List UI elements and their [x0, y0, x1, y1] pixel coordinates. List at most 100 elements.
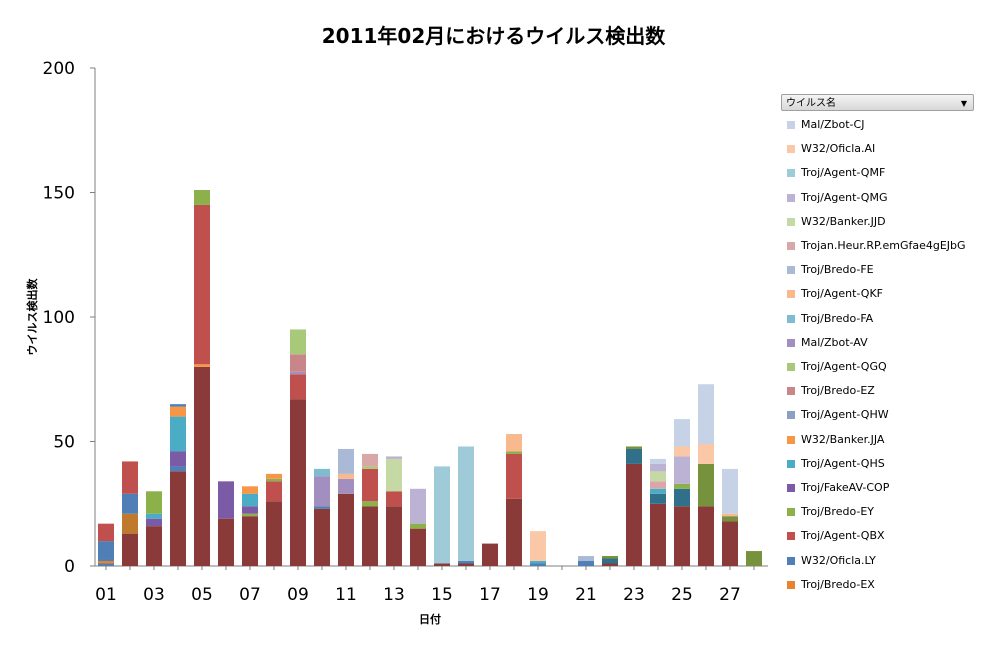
bar-segment: [266, 481, 282, 502]
legend-item: Troj/Agent-QHS: [787, 457, 885, 473]
bar-segment: [194, 204, 210, 365]
legend-item: Trojan.Heur.RP.emGfae4gEJbG: [787, 239, 966, 255]
bar-segment: [146, 518, 162, 527]
bar-segment: [122, 461, 138, 494]
bar-segment: [506, 498, 522, 566]
bar-segment: [650, 471, 666, 482]
bar-segment: [146, 513, 162, 519]
bar-segment: [674, 488, 690, 507]
legend-swatch: [787, 242, 795, 250]
legend-item: Troj/Bredo-FE: [787, 263, 874, 279]
bar-segment: [530, 563, 546, 566]
bar-segment: [650, 481, 666, 489]
bar-segment: [314, 476, 330, 507]
x-tick-label: 23: [623, 585, 645, 605]
bar-segment: [122, 513, 138, 534]
bar-segment: [698, 443, 714, 464]
bar-segment: [410, 528, 426, 566]
legend-swatch: [787, 290, 795, 299]
legend-label: Troj/Agent-QMG: [801, 190, 888, 204]
bar-segment: [290, 354, 306, 372]
bar-segment: [602, 558, 618, 564]
legend-swatch: [787, 217, 795, 226]
legend-swatch: [787, 145, 795, 154]
bar-segment: [674, 506, 690, 566]
bar-segment: [506, 451, 522, 454]
bar-segment: [482, 543, 498, 566]
legend-label: Troj/FakeAV-COP: [801, 481, 890, 494]
bar-segment: [362, 506, 378, 566]
legend-swatch: [787, 484, 795, 492]
legend-label: Troj/Agent-QGQ: [801, 360, 887, 373]
bar-segment: [578, 556, 594, 562]
chevron-down-icon[interactable]: ▼: [960, 99, 967, 108]
legend-label: W32/Banker.JJD: [801, 214, 886, 228]
y-tick-label: 150: [43, 184, 75, 204]
legend-item: Troj/Agent-QBX: [787, 529, 885, 545]
bar-segment: [146, 491, 162, 514]
y-tick-label: 0: [64, 557, 75, 577]
legend-label: Troj/Agent-QHW: [801, 408, 889, 422]
bar-segment: [626, 448, 642, 464]
legend-label: W32/Banker.JJA: [801, 432, 885, 446]
legend-item: Mal/Zbot-CJ: [787, 118, 864, 134]
bar-segment: [314, 508, 330, 566]
legend-label: Troj/Bredo-EZ: [801, 384, 875, 398]
legend-label: Mal/Zbot-CJ: [801, 118, 865, 131]
x-axis-label: 日付: [419, 612, 441, 626]
legend-item: Troj/Agent-QHW: [787, 408, 889, 424]
legend-item: W32/Banker.JJD: [787, 215, 886, 231]
bar-segment: [194, 366, 210, 566]
legend-item: W32/Oficla.LY: [787, 554, 876, 570]
legend-item: W32/Oficla.AI: [787, 142, 875, 158]
bar-segment: [386, 491, 402, 507]
bar-segment: [602, 563, 618, 566]
x-tick-label: 19: [527, 585, 549, 605]
x-tick-label: 07: [239, 585, 261, 605]
legend-item: Troj/FakeAV-COP: [787, 481, 889, 497]
y-tick-label: 100: [43, 308, 75, 328]
legend-label: Troj/Bredo-EX: [801, 577, 875, 591]
bar-segment: [698, 506, 714, 566]
bar-segment: [650, 503, 666, 566]
bar-segment: [698, 384, 714, 444]
bar-segment: [122, 533, 138, 566]
x-tick-label: 17: [479, 585, 501, 605]
bars: [98, 190, 762, 566]
bar-segment: [530, 561, 546, 564]
tick-labels: 0 50 100 150 200 01 03 05 07 09 11 13 15 17 19 21 23 25 27: [43, 59, 741, 605]
bar-segment: [314, 468, 330, 477]
legend-swatch: [787, 169, 795, 178]
bar-segment: [722, 468, 738, 514]
bar-segment: [266, 478, 282, 482]
bar-segment: [506, 434, 522, 452]
bar-segment: [674, 419, 690, 447]
bar-segment: [338, 448, 354, 474]
legend-filter-dropdown[interactable]: ウイルス名 ▼: [781, 94, 974, 111]
bar-segment: [266, 501, 282, 566]
bar-segment: [602, 556, 618, 559]
bar-segment: [242, 493, 258, 507]
bar-segment: [650, 488, 666, 494]
legend-label: Troj/Agent-QMF: [801, 166, 886, 180]
y-axis-label: ウイルス検出数: [25, 278, 39, 356]
legend-item: Troj/Bredo-EX: [787, 578, 875, 594]
bar-segment: [290, 371, 306, 375]
legend-swatch: [787, 532, 795, 541]
bar-segment: [458, 561, 474, 564]
y-tick-label: 50: [53, 433, 75, 453]
y-tick-label: 200: [43, 59, 75, 79]
bar-segment: [290, 329, 306, 355]
legend-swatch: [787, 387, 795, 396]
bar-segment: [194, 364, 210, 367]
bar-segment: [626, 446, 642, 449]
bar-segment: [650, 458, 666, 464]
bar-segment: [242, 516, 258, 566]
bar-segment: [170, 451, 186, 467]
legend: ウイルス名 ▼ Mal/Zbot-CJ W32/Oficla.AI Troj/Age…: [781, 94, 976, 609]
chart-title: 2011年02月におけるウイルス検出数: [321, 24, 666, 48]
legend-label: Troj/Bredo-FA: [801, 311, 874, 325]
axes: [90, 67, 768, 570]
bar-segment: [530, 531, 546, 562]
bar-segment: [626, 463, 642, 566]
